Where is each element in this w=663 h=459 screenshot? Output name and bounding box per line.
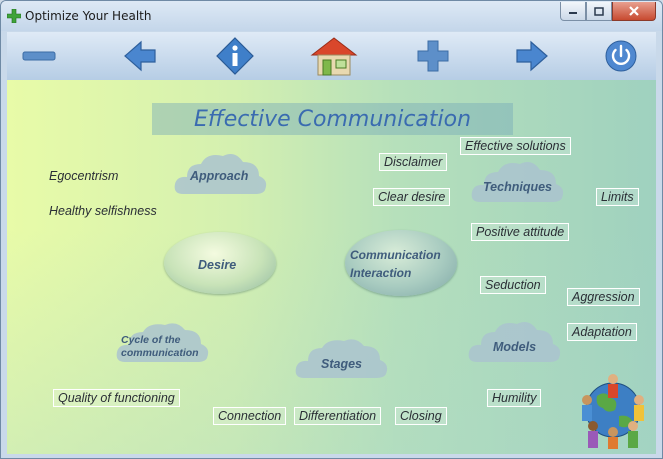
techniques-cloud-icon — [471, 162, 564, 202]
desire-node[interactable]: Desire — [198, 258, 237, 272]
forward-button[interactable] — [512, 37, 552, 75]
cycle-cloud-icon — [116, 323, 209, 362]
power-button[interactable] — [601, 37, 641, 75]
content-area: Effective Communication Approach Techniq… — [7, 80, 656, 454]
healthy-selfishness-label[interactable]: Healthy selfishness — [49, 204, 157, 218]
heading-bar — [152, 103, 513, 135]
back-arrow-icon — [124, 40, 156, 72]
power-icon — [605, 40, 637, 72]
plus-icon — [417, 40, 449, 72]
plus-button[interactable] — [413, 37, 453, 75]
quality-of-functioning-label[interactable]: Quality of functioning — [53, 389, 180, 407]
stages-cloud-icon — [295, 339, 388, 378]
minus-icon — [22, 51, 56, 61]
window-controls — [560, 2, 656, 21]
differentiation-label[interactable]: Differentiation — [294, 407, 382, 425]
maximize-button[interactable] — [586, 2, 612, 21]
limits-label[interactable]: Limits — [596, 188, 639, 206]
page-title: Effective Communication — [193, 107, 472, 132]
forward-arrow-icon — [516, 40, 548, 72]
closing-label[interactable]: Closing — [395, 407, 447, 425]
communication-node-line1[interactable]: Communication — [350, 248, 441, 262]
globe-people-icon — [582, 374, 644, 449]
seduction-label[interactable]: Seduction — [480, 276, 546, 294]
approach-node[interactable]: Approach — [190, 169, 249, 183]
title-bar[interactable]: Optimize Your Health — [1, 1, 662, 31]
window-title: Optimize Your Health — [25, 9, 152, 23]
models-node[interactable]: Models — [493, 340, 537, 354]
home-button[interactable] — [309, 34, 359, 78]
aggression-label[interactable]: Aggression — [567, 288, 640, 306]
close-button[interactable] — [612, 2, 656, 21]
approach-cloud-icon — [174, 154, 267, 194]
effective-solutions-label[interactable]: Effective solutions — [460, 137, 571, 155]
clear-desire-label[interactable]: Clear desire — [373, 188, 451, 206]
techniques-node[interactable]: Techniques — [483, 180, 552, 194]
communication-node-line2[interactable]: Interaction — [350, 266, 412, 280]
adaptation-label[interactable]: Adaptation — [567, 323, 637, 341]
models-cloud-icon — [468, 322, 561, 362]
back-button[interactable] — [120, 37, 160, 75]
egocentrism-label[interactable]: Egocentrism — [49, 169, 119, 183]
green-cross-icon — [7, 9, 21, 23]
info-button[interactable] — [215, 37, 255, 75]
minimize-button[interactable] — [560, 2, 586, 21]
desire-ellipse — [164, 232, 276, 294]
home-icon — [310, 37, 358, 76]
cycle-node-line1[interactable]: Cycle of the — [121, 334, 181, 346]
positive-attitude-label[interactable]: Positive attitude — [471, 223, 570, 241]
communication-ellipse — [345, 230, 457, 296]
cycle-node-line2[interactable]: communication — [121, 347, 199, 359]
close-icon — [629, 6, 639, 16]
stages-node[interactable]: Stages — [321, 357, 362, 371]
disclaimer-label[interactable]: Disclaimer — [379, 153, 448, 171]
minus-button[interactable] — [19, 37, 59, 75]
minimize-icon — [569, 12, 577, 14]
info-icon — [216, 37, 254, 75]
connection-label[interactable]: Connection — [213, 407, 287, 425]
toolbar — [7, 32, 656, 80]
humility-label[interactable]: Humility — [487, 389, 542, 407]
maximize-icon — [594, 6, 604, 16]
